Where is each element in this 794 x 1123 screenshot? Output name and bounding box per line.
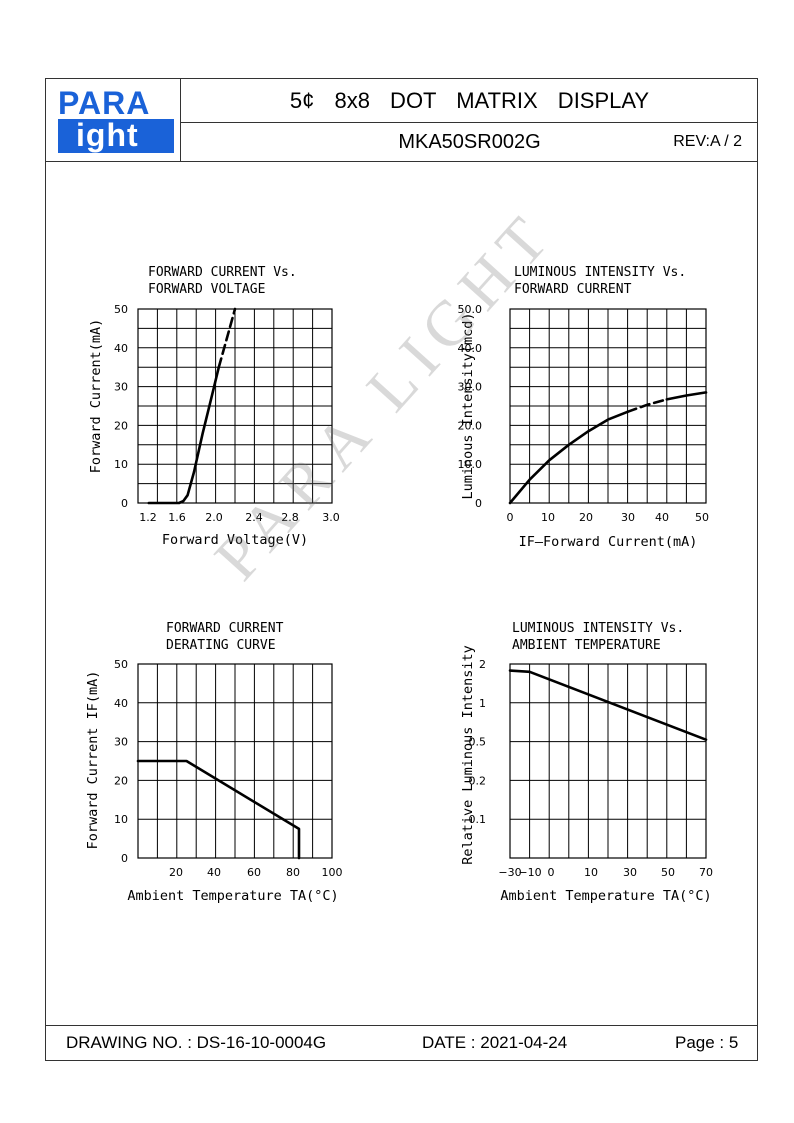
series-line — [508, 410, 629, 505]
y-tick-label: 1 — [479, 697, 486, 710]
x-tick-label: −10 — [518, 866, 541, 879]
x-tick-label: 2.0 — [205, 511, 223, 524]
y-axis-label: Luminous Intensity(mcd) — [460, 313, 476, 500]
x-tick-label: 70 — [699, 866, 713, 879]
y-axis-label: Relative Luminous Intensity — [460, 645, 476, 864]
series-line — [508, 669, 708, 742]
x-tick-label: 0 — [548, 866, 555, 879]
y-tick-label: 2 — [479, 658, 486, 671]
y-tick-label: 0 — [121, 497, 128, 510]
x-tick-label: 80 — [286, 866, 300, 879]
y-tick-label: 20 — [114, 774, 128, 787]
part-number: MKA50SR002G — [398, 131, 541, 153]
y-tick-label: 40.0 — [458, 342, 483, 355]
y-tick-label: 10 — [114, 813, 128, 826]
x-tick-label: 10 — [584, 866, 598, 879]
x-tick-label: 50 — [661, 866, 675, 879]
y-tick-label: 0 — [121, 852, 128, 865]
logo-para-text: PARA — [58, 85, 151, 121]
chart-title-line: LUMINOUS INTENSITY Vs. — [514, 265, 686, 280]
y-tick-label: 0 — [475, 497, 482, 510]
y-axis-label: Forward Current IF(mA) — [85, 671, 101, 850]
series-line — [665, 391, 708, 401]
x-tick-label: 0 — [507, 511, 514, 524]
y-tick-label: 30.0 — [458, 381, 483, 394]
y-tick-label: 0.2 — [469, 774, 487, 787]
y-tick-label: 50 — [114, 303, 128, 316]
x-tick-label: 30 — [621, 511, 635, 524]
x-axis-label: Ambient Temperature TA(°C) — [500, 888, 711, 904]
y-tick-label: 30 — [114, 381, 128, 394]
logo-ight-block: ight — [58, 119, 174, 153]
series-line — [626, 398, 669, 414]
revision: REV:A / 2 — [673, 133, 742, 150]
chart-title-line: FORWARD CURRENT — [514, 282, 632, 297]
x-tick-label: 40 — [655, 511, 669, 524]
footer-date: DATE : 2021-04-24 — [422, 1033, 568, 1052]
x-tick-label: 40 — [207, 866, 221, 879]
x-tick-label: 20 — [579, 511, 593, 524]
footer-divider — [45, 1025, 758, 1026]
chart-title-line: FORWARD VOLTAGE — [148, 282, 265, 297]
y-tick-label: 50.0 — [458, 303, 483, 316]
drawing-number: DRAWING NO. : DS-16-10-0004G — [66, 1033, 327, 1052]
logo-cell — [45, 78, 181, 162]
x-tick-label: 100 — [322, 866, 343, 879]
x-tick-label: 1.6 — [168, 511, 186, 524]
header-part-row: MKA50SR002G REV:A / 2 — [181, 123, 758, 162]
x-tick-label: 50 — [695, 511, 709, 524]
x-axis-label: Forward Voltage(V) — [162, 532, 308, 548]
y-axis-label: Forward Current(mA) — [88, 319, 104, 473]
header-title-row: 5¢ 8x8 DOT MATRIX DISPLAY — [181, 78, 758, 123]
chart-title-line: FORWARD CURRENT Vs. — [148, 265, 297, 280]
y-tick-label: 0.5 — [469, 736, 487, 749]
x-tick-label: −30 — [498, 866, 521, 879]
x-tick-label: 60 — [247, 866, 261, 879]
series-line — [147, 365, 221, 505]
x-axis-label: IF—Forward Current(mA) — [519, 534, 698, 550]
x-tick-label: 2.8 — [281, 511, 299, 524]
logo-ight-text: ight — [72, 119, 174, 153]
page-number: Page : 5 — [675, 1033, 739, 1052]
x-tick-label: 10 — [541, 511, 555, 524]
y-tick-label: 20.0 — [458, 419, 483, 432]
series-line — [136, 759, 301, 860]
x-tick-label: 20 — [169, 866, 183, 879]
y-tick-label: 50 — [114, 658, 128, 671]
series-line — [217, 307, 237, 369]
x-tick-label: 2.4 — [245, 511, 263, 524]
x-axis-label: Ambient Temperature TA(°C) — [127, 888, 338, 904]
chart-title-line: FORWARD CURRENT — [166, 621, 284, 636]
y-tick-label: 0.1 — [469, 813, 487, 826]
y-tick-label: 40 — [114, 342, 128, 355]
document-title: 5¢ 8x8 DOT MATRIX DISPLAY — [289, 88, 650, 113]
page-frame — [45, 78, 758, 1061]
chart-title-line: LUMINOUS INTENSITY Vs. — [512, 621, 684, 636]
x-tick-label: 30 — [623, 866, 637, 879]
chart-title-line: AMBIENT TEMPERATURE — [512, 638, 661, 653]
y-tick-label: 40 — [114, 697, 128, 710]
y-tick-label: 10 — [114, 458, 128, 471]
y-tick-label: 20 — [114, 419, 128, 432]
y-tick-label: 30 — [114, 736, 128, 749]
y-tick-label: 10.0 — [458, 458, 483, 471]
x-tick-label: 1.2 — [139, 511, 157, 524]
logo-l-bar — [58, 119, 72, 153]
x-tick-label: 3.0 — [322, 511, 340, 524]
chart-title-line: DERATING CURVE — [166, 638, 276, 653]
para-light-logo: PARA ight — [58, 85, 174, 157]
